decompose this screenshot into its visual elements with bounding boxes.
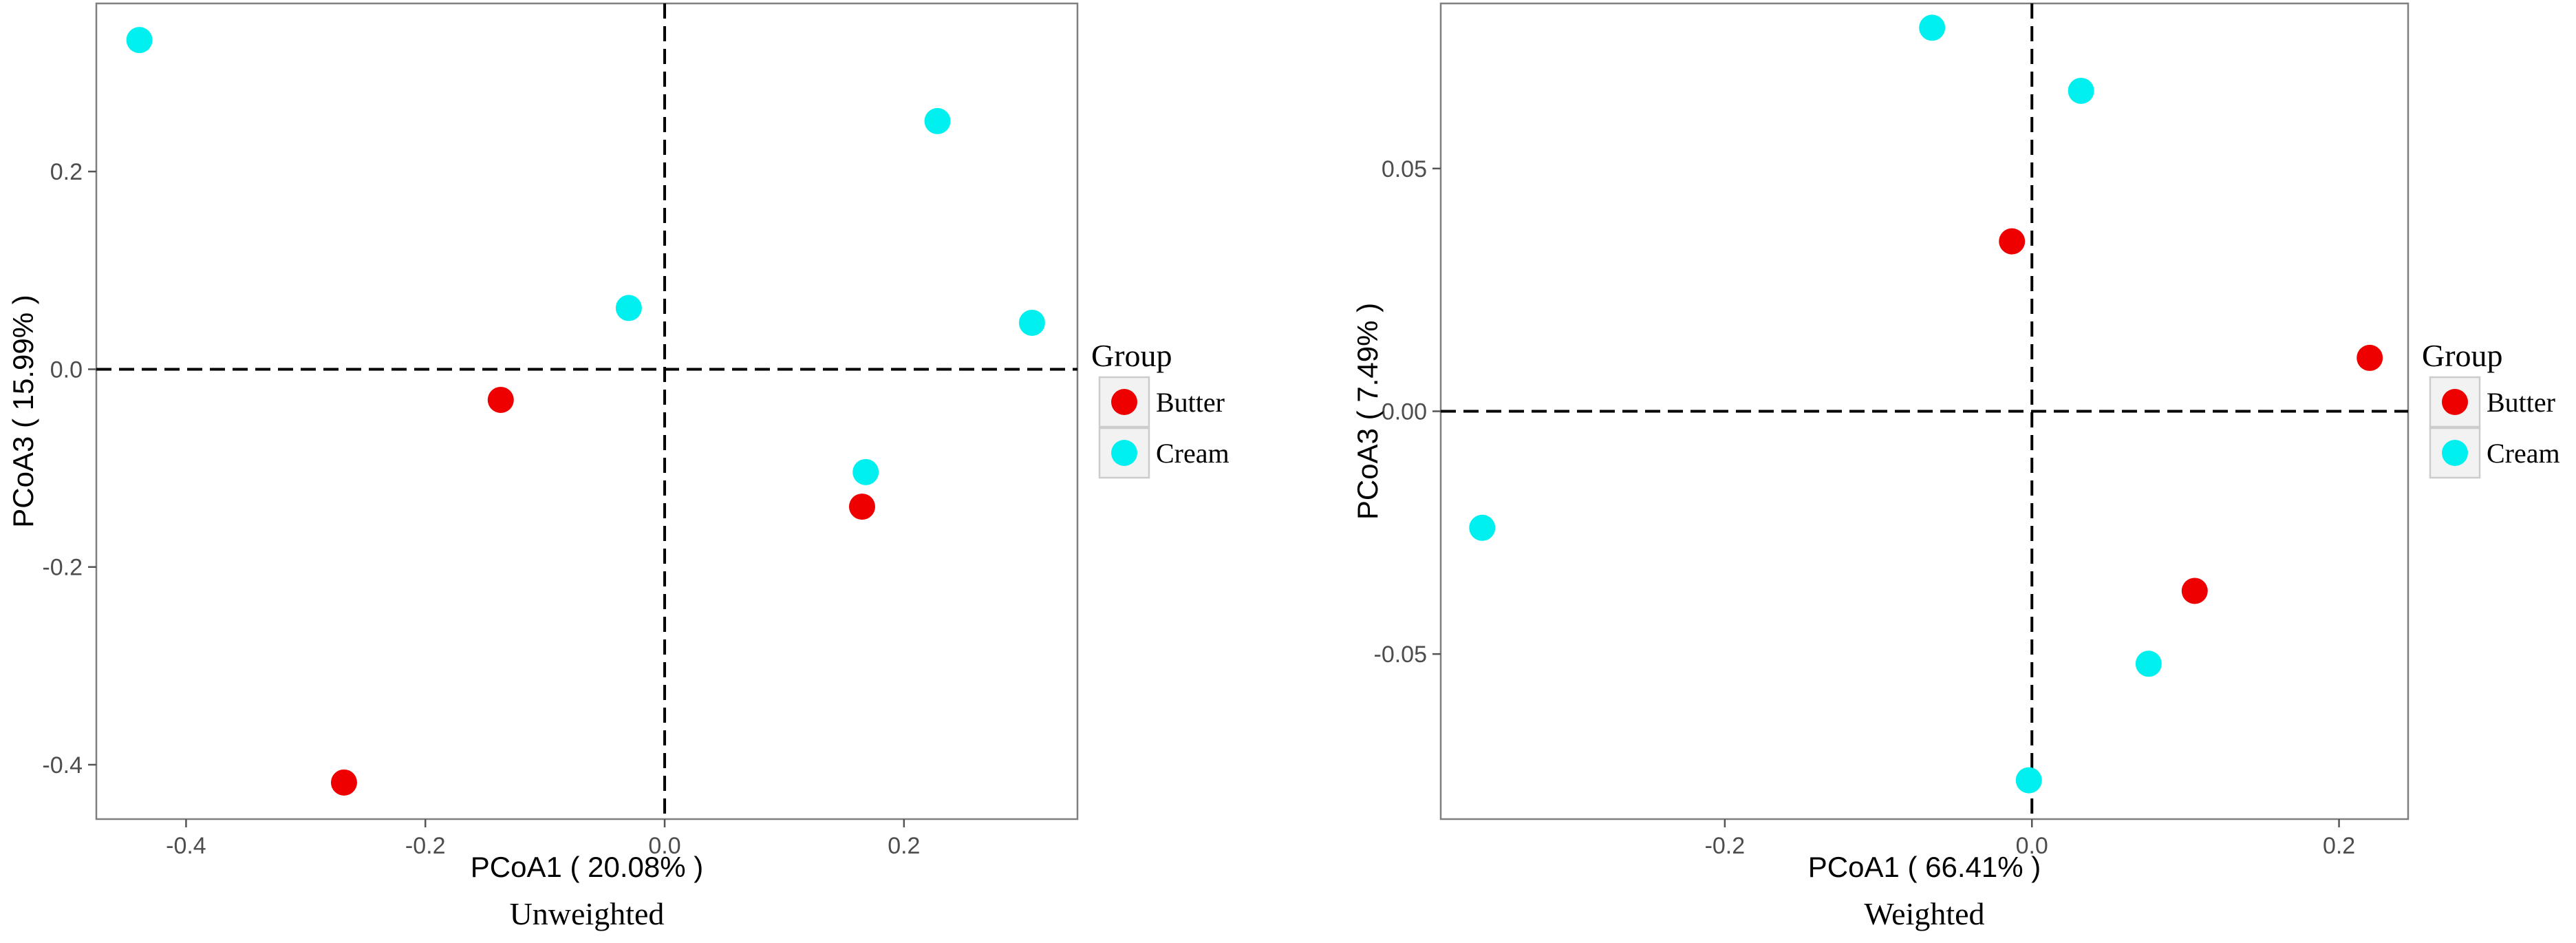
panel-caption: Weighted	[1864, 896, 1984, 931]
legend-marker-cream	[1111, 440, 1137, 466]
x-tick-label: -0.2	[405, 833, 446, 859]
legend-title: Group	[2422, 338, 2503, 373]
data-point-cream	[924, 107, 951, 134]
chart-panel-1: -0.4 -0.2 0.0 0.2 -0.4 -0.2 0.0 0.2 PCoA1 ( 20.0…	[7, 2, 1230, 931]
x-axis-title: PCoA1 ( 66.41% )	[1808, 851, 2041, 883]
data-point-butter	[487, 386, 514, 413]
legend-marker-butter	[1111, 389, 1137, 415]
data-point-cream	[615, 295, 642, 321]
x-axis-title: PCoA1 ( 20.08% )	[471, 851, 704, 883]
x-tick-label: 0.2	[888, 833, 920, 859]
data-point-butter	[2181, 578, 2208, 604]
legend-title: Group	[1091, 338, 1172, 373]
y-tick-label: 0.0	[50, 357, 83, 383]
legend-label-cream: Cream	[1156, 438, 1230, 469]
x-tick-label: -0.2	[1705, 833, 1746, 859]
data-point-butter	[330, 769, 357, 796]
x-tick-label: -0.4	[166, 833, 206, 859]
y-tick-label: -0.2	[42, 555, 83, 581]
y-tick-label: -0.4	[42, 752, 83, 778]
legend-marker-cream	[2442, 440, 2468, 466]
x-tick-label: 0.0	[2016, 833, 2048, 859]
data-point-cream	[2135, 650, 2162, 677]
legend-marker-butter	[2442, 389, 2468, 415]
y-tick-label: 0.2	[50, 159, 83, 185]
legend-label-butter: Butter	[1156, 387, 1225, 418]
data-point-cream	[126, 27, 153, 54]
data-point-butter	[848, 494, 875, 520]
y-tick-label: 0.05	[1382, 156, 1427, 182]
data-point-cream	[2015, 767, 2042, 794]
data-point-cream	[1018, 309, 1045, 336]
data-point-butter	[1999, 228, 2026, 255]
y-axis-title: PCoA3 ( 15.99% )	[7, 295, 39, 528]
plot-frame	[95, 2, 1079, 820]
legend-key	[1098, 427, 1150, 479]
y-tick-label: 0.00	[1382, 399, 1427, 425]
data-point-cream	[2068, 77, 2094, 104]
chart-panel-2: -0.2 0.0 0.2 -0.05 0.00 0.05 PCoA1 ( 66.41% ) P…	[1351, 2, 2560, 931]
panel-caption: Unweighted	[510, 896, 665, 931]
legend-label-cream: Cream	[2487, 438, 2560, 469]
y-axis-title: PCoA3 ( 7.49% )	[1351, 303, 1384, 520]
data-point-cream	[852, 458, 879, 485]
legend-label-butter: Butter	[2487, 387, 2555, 418]
y-tick-label: -0.05	[1374, 642, 1428, 668]
x-tick-label: 0.0	[648, 833, 680, 859]
data-point-butter	[2357, 344, 2383, 371]
data-point-cream	[1919, 14, 1946, 41]
data-point-cream	[1469, 514, 1496, 541]
x-tick-label: 0.2	[2323, 833, 2355, 859]
